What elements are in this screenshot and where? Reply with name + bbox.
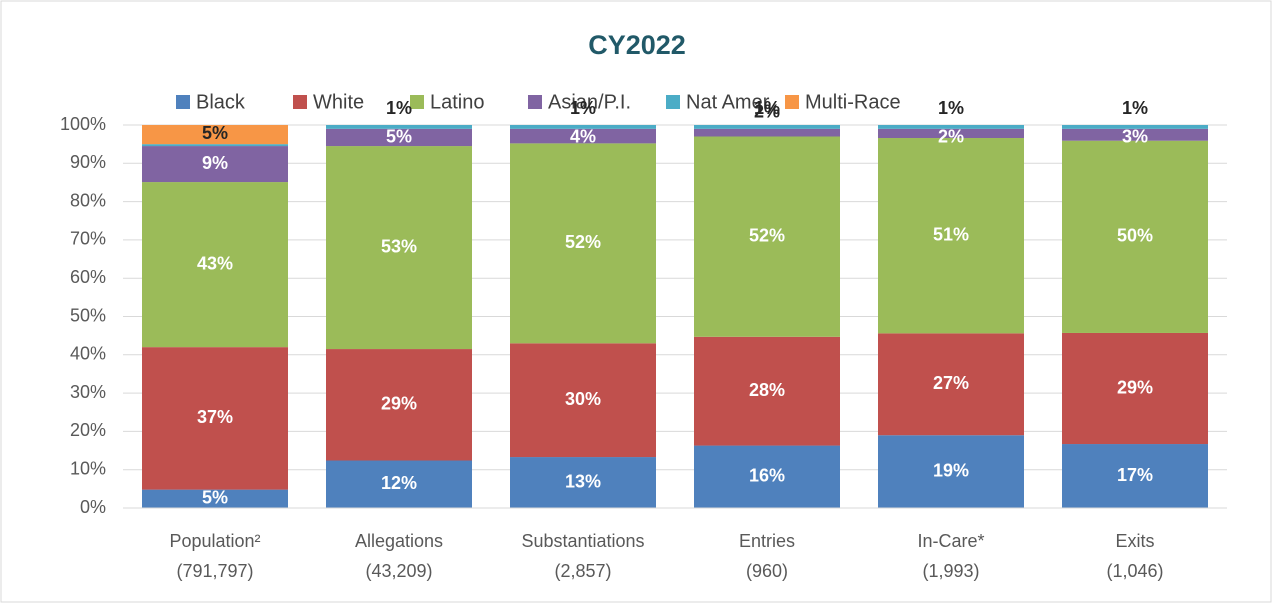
data-label: 1% <box>1122 98 1148 118</box>
bar-segment <box>694 445 840 508</box>
data-label: 1% <box>754 98 780 118</box>
x-tick-label: (1,046) <box>1106 561 1163 581</box>
legend-swatch <box>528 95 542 109</box>
legend-label: Multi-Race <box>805 91 901 113</box>
data-label: 9% <box>202 153 228 173</box>
x-tick-label: (43,209) <box>365 561 432 581</box>
data-label: 1% <box>570 98 596 118</box>
bar-segment <box>694 125 840 129</box>
data-label: 51% <box>933 224 969 244</box>
data-label: 5% <box>202 123 228 143</box>
bar-segment <box>878 128 1024 139</box>
bar-segment <box>510 143 656 344</box>
data-label: 12% <box>381 473 417 493</box>
bar-segment <box>326 460 472 508</box>
bar-segment <box>694 128 840 137</box>
bar-segment <box>326 125 472 129</box>
bar-segment <box>878 333 1024 436</box>
x-tick-label: Entries <box>739 531 795 551</box>
x-tick-label: Allegations <box>355 531 443 551</box>
data-label: 37% <box>197 407 233 427</box>
y-tick-label: 100% <box>60 114 106 134</box>
bar-segment <box>878 125 1024 129</box>
y-tick-label: 80% <box>70 190 106 210</box>
data-label: 43% <box>197 253 233 273</box>
data-label: 29% <box>1117 377 1153 397</box>
y-tick-label: 10% <box>70 458 106 478</box>
bar-segment <box>1062 140 1208 333</box>
x-tick-label: (791,797) <box>176 561 253 581</box>
bar-segment <box>878 435 1024 508</box>
x-tick-label: (1,993) <box>922 561 979 581</box>
bar-segment <box>510 343 656 458</box>
bar-segment <box>142 144 288 147</box>
data-label: 17% <box>1117 465 1153 485</box>
data-label: 50% <box>1117 226 1153 246</box>
data-label: 19% <box>933 460 969 480</box>
data-label: 2% <box>754 102 780 122</box>
legend-swatch <box>666 95 680 109</box>
data-label: 30% <box>565 389 601 409</box>
data-label: 5% <box>202 487 228 507</box>
data-label: 1% <box>938 98 964 118</box>
legend-label: Nat Amer <box>686 91 770 113</box>
x-tick-label: (2,857) <box>554 561 611 581</box>
bar-segment <box>326 128 472 147</box>
bar-segment <box>1062 444 1208 508</box>
data-label: 3% <box>1122 127 1148 147</box>
data-label: 1% <box>386 98 412 118</box>
data-label: 52% <box>565 232 601 252</box>
bar-segment <box>142 489 288 508</box>
data-label: 4% <box>570 127 596 147</box>
chart-title: CY2022 <box>588 30 686 60</box>
data-label: 13% <box>565 471 601 491</box>
x-tick-label: (960) <box>746 561 788 581</box>
data-label: 27% <box>933 373 969 393</box>
data-label: 28% <box>749 380 785 400</box>
data-label: 2% <box>938 127 964 147</box>
data-label: 16% <box>749 466 785 486</box>
data-label: 53% <box>381 236 417 256</box>
bar-segment <box>1062 125 1208 129</box>
legend-swatch <box>785 95 799 109</box>
y-tick-label: 40% <box>70 344 106 364</box>
bar-segment <box>1062 128 1208 141</box>
x-tick-label: In-Care* <box>917 531 984 551</box>
bar-segment <box>326 146 472 350</box>
y-tick-label: 70% <box>70 229 106 249</box>
bar-segment <box>694 336 840 446</box>
y-tick-label: 0% <box>80 497 106 517</box>
bar-segment <box>510 128 656 144</box>
bar-segment <box>142 182 288 348</box>
x-tick-label: Exits <box>1115 531 1154 551</box>
legend-swatch <box>410 95 424 109</box>
legend-swatch <box>293 95 307 109</box>
bar-segment <box>142 146 288 183</box>
bar-segment <box>510 457 656 508</box>
bar-segment <box>142 125 288 145</box>
data-label: 5% <box>386 127 412 147</box>
legend-label: White <box>313 91 364 113</box>
legend-swatch <box>176 95 190 109</box>
data-label: 52% <box>749 225 785 245</box>
data-label: 29% <box>381 394 417 414</box>
legend-label: Black <box>196 91 246 113</box>
bar-segment <box>510 125 656 129</box>
bar-segment <box>878 138 1024 334</box>
legend-label: Latino <box>430 91 485 113</box>
x-tick-label: Substantiations <box>521 531 644 551</box>
bar-segment <box>142 347 288 490</box>
x-tick-label: Population² <box>169 531 260 551</box>
legend-label: Asian/P.I. <box>548 91 631 113</box>
bar-segment <box>1062 332 1208 445</box>
y-tick-label: 90% <box>70 152 106 172</box>
bar-segment <box>326 349 472 461</box>
y-tick-label: 50% <box>70 305 106 325</box>
bar-segment <box>694 136 840 337</box>
y-tick-label: 60% <box>70 267 106 287</box>
y-tick-label: 20% <box>70 420 106 440</box>
y-tick-label: 30% <box>70 382 106 402</box>
